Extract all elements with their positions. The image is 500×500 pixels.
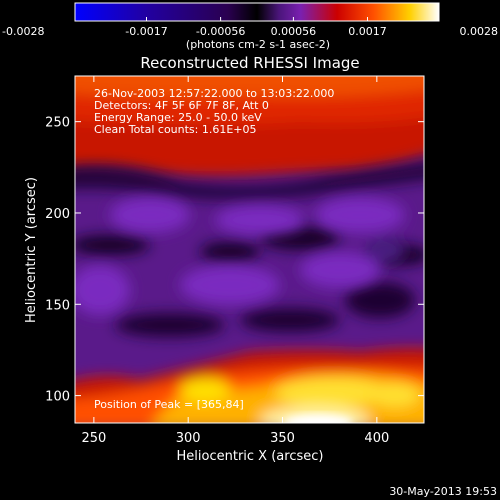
x-tick-label: 400 xyxy=(364,431,389,446)
info-line: Detectors: 4F 5F 6F 7F 8F, Att 0 xyxy=(94,99,269,112)
y-tick-label: 200 xyxy=(45,207,70,222)
y-tick-label: 150 xyxy=(45,298,70,313)
y-axis-ticks: 100 150 200 250 xyxy=(45,116,424,405)
y-tick-label: 100 xyxy=(45,390,70,405)
plot-frame xyxy=(74,75,425,424)
y-axis-label: Heliocentric Y (arcsec) xyxy=(24,177,39,323)
colorbar-ticks: -0.0028 -0.0017 -0.00056 0.00056 0.0017 0.002… xyxy=(2,17,498,38)
x-axis-ticks: 250 300 350 400 xyxy=(81,76,389,446)
colorbar xyxy=(74,2,440,22)
info-text-block: 26-Nov-2003 12:57:22.000 to 13:03:22.000… xyxy=(94,87,334,136)
info-line: Energy Range: 25.0 - 50.0 keV xyxy=(94,111,262,124)
colorbar-units-label: (photons cm-2 s-1 asec-2) xyxy=(186,38,330,51)
heatmap-image xyxy=(75,76,424,423)
colorbar-tick-label: -0.00056 xyxy=(196,25,245,38)
colorbar-tick-label: 0.0017 xyxy=(348,25,387,38)
x-tick-label: 250 xyxy=(81,431,106,446)
x-axis-label: Heliocentric X (arcsec) xyxy=(177,449,324,464)
x-tick-label: 300 xyxy=(176,431,201,446)
peak-position-label: Position of Peak = [365,84] xyxy=(94,398,244,411)
y-tick-label: 250 xyxy=(45,116,70,131)
info-line: Clean Total counts: 1.61E+05 xyxy=(94,123,257,136)
footer-date: 30-May-2013 19:53 xyxy=(389,485,497,498)
colorbar-tick-label: 0.00056 xyxy=(271,25,317,38)
chart-title: Reconstructed RHESSI Image xyxy=(140,54,359,72)
colorbar-tick-label: -0.0028 xyxy=(2,25,44,38)
colorbar-tick-label: 0.0028 xyxy=(460,25,499,38)
info-line: 26-Nov-2003 12:57:22.000 to 13:03:22.000 xyxy=(94,87,334,100)
colorbar-tick-label: -0.0017 xyxy=(125,25,167,38)
x-tick-label: 350 xyxy=(270,431,295,446)
